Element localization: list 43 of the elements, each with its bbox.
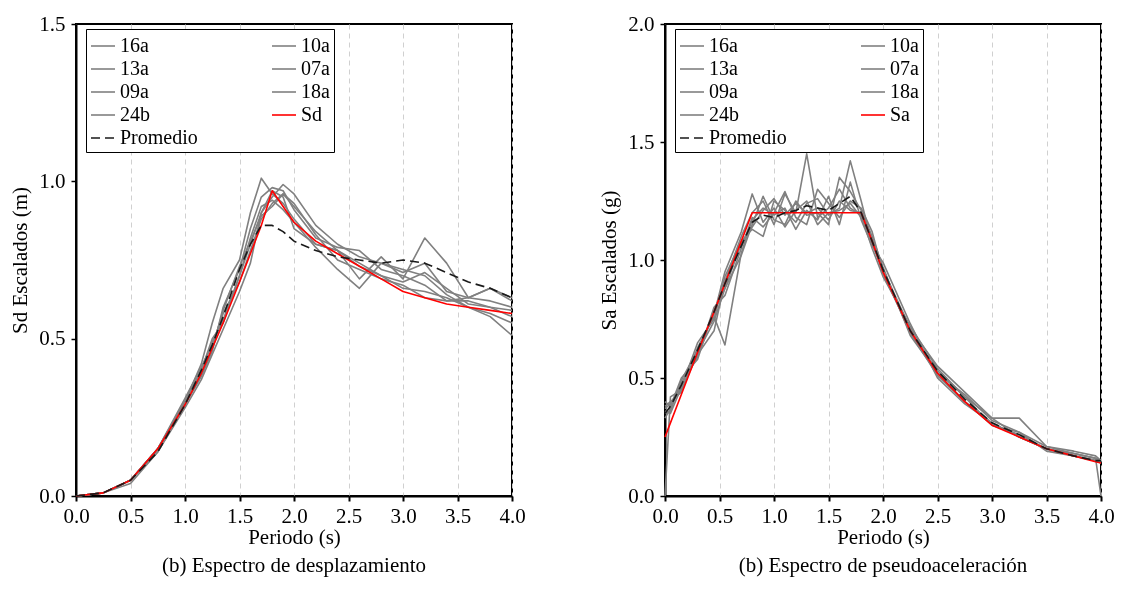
legend-label: 07a — [301, 57, 330, 79]
legend-label: 10a — [890, 34, 919, 56]
legend-label: Sd — [301, 103, 323, 125]
legend-label: 18a — [890, 80, 919, 102]
x-tick-label: 3.5 — [444, 503, 472, 528]
legend-label: 16a — [709, 34, 738, 56]
legend-label: 10a — [301, 34, 330, 56]
x-tick-label: 3.0 — [390, 503, 417, 528]
y-tick-label: 1.0 — [39, 168, 66, 193]
x-tick-label: 3.0 — [979, 503, 1006, 528]
x-tick-label: 0.0 — [652, 503, 679, 528]
legend-label: 09a — [120, 80, 149, 102]
text: (b) Espectro de desplazamiento — [161, 553, 427, 577]
y-tick-label: 0.5 — [628, 365, 655, 390]
y-tick-label: 0.5 — [39, 326, 66, 351]
x-tick-label: 0.5 — [706, 503, 734, 528]
y-axis-title: Sa Escalados (g) — [597, 190, 622, 331]
x-tick-label: 4.0 — [499, 503, 526, 528]
legend-label: 24b — [120, 103, 150, 125]
x-tick-label: 1.0 — [172, 503, 199, 528]
x-tick-label: 0.0 — [63, 503, 90, 528]
legend-label: 07a — [890, 57, 919, 79]
y-tick-label: 2.0 — [628, 11, 655, 36]
x-tick-label: 0.5 — [117, 503, 145, 528]
text: (b) Espectro de pseudoaceleración — [738, 553, 1028, 577]
legend-label: 24b — [709, 103, 739, 125]
y-axis-title: Sd Escalados (m) — [8, 187, 33, 334]
legend-label: Sa — [890, 103, 911, 125]
x-tick-label: 3.5 — [1033, 503, 1061, 528]
legend-label: 13a — [120, 57, 149, 79]
y-tick-label: 0.0 — [628, 483, 655, 508]
legend-label: 16a — [120, 34, 149, 56]
y-tick-label: 1.0 — [628, 247, 655, 272]
y-tick-label: 0.0 — [39, 483, 66, 508]
legend-label: Promedio — [120, 126, 198, 148]
y-tick-label: 1.5 — [39, 11, 66, 36]
legend-label: 18a — [301, 80, 330, 102]
x-tick-label: 1.0 — [761, 503, 788, 528]
legend-label: 13a — [709, 57, 738, 79]
y-tick-label: 1.5 — [628, 129, 655, 154]
x-tick-label: 4.0 — [1088, 503, 1115, 528]
legend-label: Promedio — [709, 126, 787, 148]
legend-label: 09a — [709, 80, 738, 102]
